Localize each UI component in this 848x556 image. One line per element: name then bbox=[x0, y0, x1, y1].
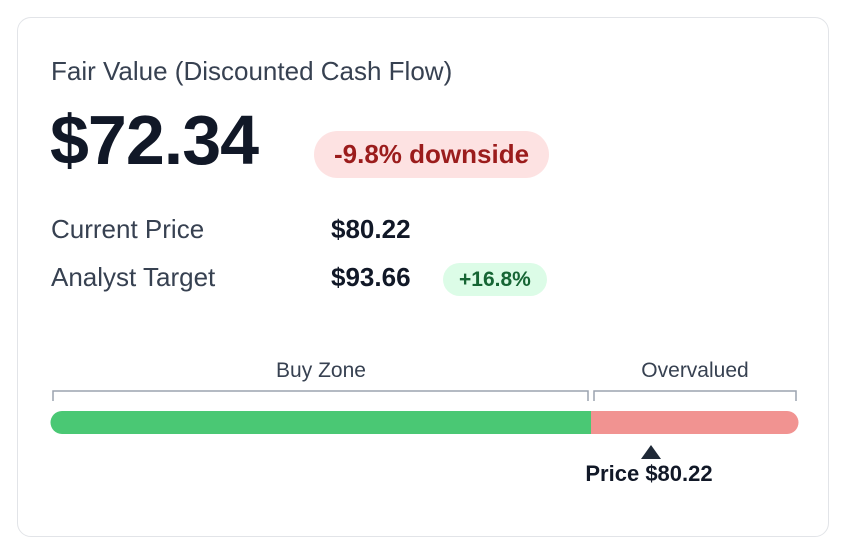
zone-label: Overvalued bbox=[641, 359, 749, 382]
downside-badge: -9.8% downside bbox=[314, 131, 550, 178]
row-value: $80.22 bbox=[331, 214, 411, 244]
zone-bar bbox=[50, 390, 799, 459]
zone-brackets bbox=[52, 390, 797, 401]
buy-zone-segment bbox=[50, 411, 591, 434]
bracket bbox=[593, 390, 797, 401]
row-value: $93.66 bbox=[331, 262, 411, 292]
overvalued-segment bbox=[591, 411, 799, 434]
fair-value: $72.34 bbox=[50, 101, 259, 179]
bracket bbox=[52, 390, 589, 401]
price-marker bbox=[641, 445, 661, 459]
card-title: Fair Value (Discounted Cash Flow) bbox=[51, 56, 453, 86]
upside-badge: +16.8% bbox=[443, 263, 547, 296]
card: Fair Value (Discounted Cash Flow) $72.34… bbox=[17, 17, 829, 537]
price-marker-label: Price $80.22 bbox=[585, 461, 713, 486]
row-label: Analyst Target bbox=[51, 262, 216, 292]
zone-label: Buy Zone bbox=[276, 359, 366, 382]
row-label: Current Price bbox=[51, 214, 205, 244]
